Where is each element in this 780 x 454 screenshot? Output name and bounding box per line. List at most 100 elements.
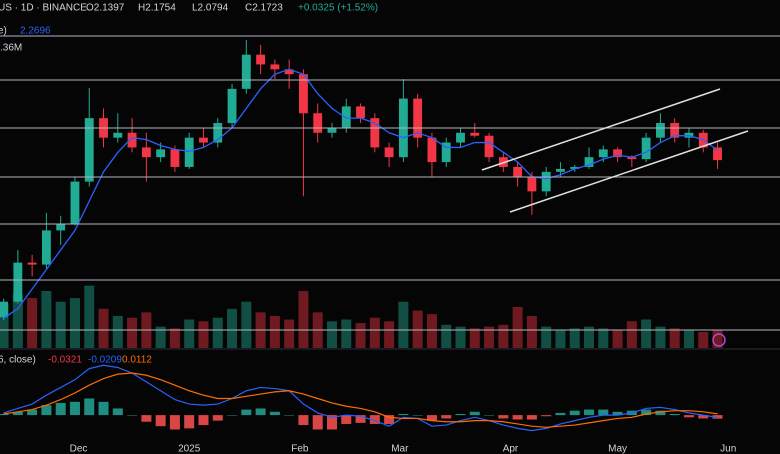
- macd-value: -0.0209: [88, 355, 122, 366]
- candle-body: [84, 118, 94, 182]
- candle-body: [655, 123, 665, 138]
- candle-body: [156, 149, 166, 158]
- volume-bar: [598, 328, 609, 348]
- volume-bar: [155, 326, 166, 348]
- candle-body: [313, 113, 323, 133]
- volume-bar: [484, 326, 495, 348]
- macd-histogram-bar: [455, 414, 466, 416]
- volume-bar: [683, 330, 694, 348]
- candle-body: [241, 54, 251, 89]
- candle-body: [513, 166, 523, 177]
- x-tick-label: Mar: [391, 444, 409, 454]
- candle-body: [613, 149, 623, 158]
- macd-histogram-bar: [641, 409, 652, 416]
- macd-hist-value: -0.0321: [48, 355, 82, 366]
- volume-bar: [555, 330, 566, 348]
- close-label: C2.1723: [245, 3, 283, 14]
- volume-bar: [426, 314, 437, 348]
- macd-histogram-bar: [412, 415, 423, 416]
- volume-bar: [384, 321, 395, 348]
- macd-histogram-bar: [284, 415, 295, 416]
- volume-bar: [241, 301, 252, 348]
- macd-histogram-bar: [84, 398, 95, 416]
- macd-histogram-bar: [269, 411, 280, 416]
- candle-body: [484, 135, 494, 158]
- volume-bar: [498, 324, 509, 348]
- macd-histogram-bar: [698, 415, 709, 419]
- candle-body: [141, 147, 151, 158]
- candle-body: [127, 132, 137, 148]
- signal-value: 0.0112: [122, 355, 152, 366]
- low-label: L2.0794: [192, 3, 229, 14]
- volume-bar: [541, 326, 552, 348]
- macd-histogram-bar: [155, 415, 166, 427]
- channel-line: [509, 130, 749, 213]
- candle-body: [184, 137, 194, 167]
- candle-body: [70, 181, 80, 224]
- candle-body: [341, 106, 351, 128]
- macd-histogram-bar: [612, 411, 623, 416]
- candle-body: [113, 132, 123, 138]
- macd-histogram-bar: [127, 415, 138, 416]
- macd-histogram-bar: [469, 411, 480, 416]
- macd-histogram-bar: [655, 410, 666, 416]
- macd-histogram-bar: [69, 401, 80, 416]
- volume-bar: [184, 319, 195, 348]
- volume-bar: [369, 317, 380, 348]
- macd-histogram-bar: [55, 402, 66, 416]
- volume-bar: [355, 323, 366, 348]
- x-tick-label: Jun: [720, 444, 736, 454]
- macd-histogram-bar: [584, 409, 595, 416]
- macd-histogram-bar: [512, 415, 523, 420]
- macd-histogram-bar: [426, 415, 437, 421]
- volume-bar: [584, 326, 595, 348]
- candle-body: [598, 149, 608, 158]
- ma-name: e): [0, 26, 7, 37]
- volume-bar: [612, 330, 623, 348]
- macd-histogram-bar: [569, 410, 580, 416]
- volume-bar: [169, 328, 180, 348]
- macd-histogram-bar: [526, 415, 537, 420]
- alert-icon[interactable]: [712, 333, 726, 347]
- volume-bar: [455, 326, 466, 348]
- candle-body: [213, 123, 223, 143]
- volume-bar: [712, 330, 723, 348]
- macd-histogram-bar: [169, 415, 180, 430]
- volume-bar: [27, 298, 38, 348]
- candle-body: [670, 123, 680, 138]
- volume-bar: [269, 315, 280, 348]
- volume-label: .36M: [0, 43, 22, 54]
- candle-body: [541, 171, 551, 192]
- volume-bar: [469, 328, 480, 348]
- macd-histogram-bar: [683, 415, 694, 418]
- moving-average-line: [3, 68, 718, 319]
- macd-histogram-bar: [669, 414, 680, 416]
- macd-histogram-bar: [141, 415, 152, 422]
- x-tick-label: Dec: [70, 444, 88, 454]
- volume-bar: [626, 321, 637, 348]
- candle-body: [527, 176, 537, 192]
- candle-body: [256, 54, 266, 65]
- macd-histogram-bar: [541, 415, 552, 417]
- candle-body: [199, 137, 208, 143]
- volume-bar: [669, 328, 680, 348]
- volume-bar: [127, 317, 138, 348]
- candle-body: [284, 69, 294, 75]
- volume-bar: [698, 331, 709, 348]
- volume-bar: [41, 290, 52, 348]
- macd-histogram-bar: [0, 414, 9, 416]
- macd-histogram-bar: [312, 415, 323, 430]
- x-tick-label: Feb: [291, 444, 309, 454]
- candle-body: [470, 132, 480, 136]
- candle-body: [384, 147, 394, 158]
- candle-body: [227, 88, 237, 124]
- volume-bar: [212, 317, 223, 348]
- macd-histogram-bar: [198, 415, 209, 426]
- candle-body: [427, 137, 437, 163]
- candle-body: [456, 132, 465, 143]
- candle-body: [570, 166, 580, 169]
- volume-bar: [526, 315, 537, 348]
- candle-body: [327, 127, 337, 133]
